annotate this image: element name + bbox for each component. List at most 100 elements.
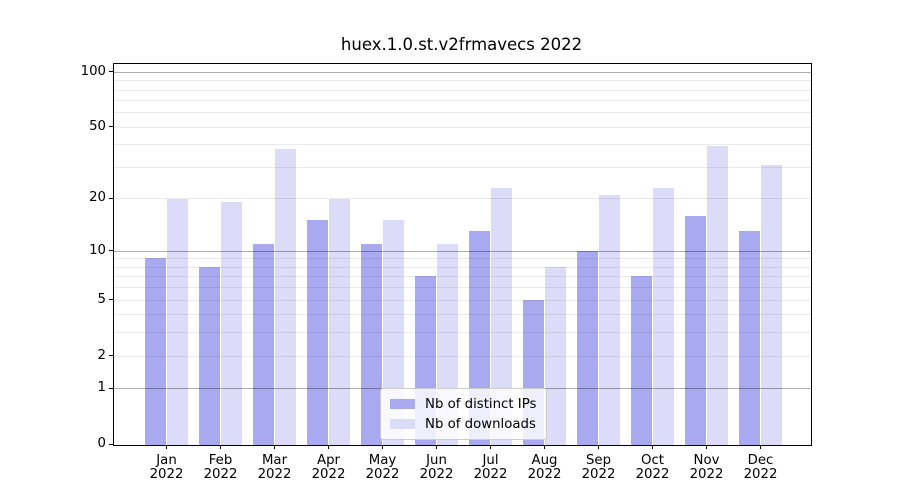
y-tick-mark — [108, 387, 113, 389]
bar-distinct-ips — [630, 276, 653, 445]
bar-downloads — [652, 187, 675, 445]
x-tick-year: 2022 — [419, 466, 454, 482]
x-tick-month: Mar — [261, 452, 288, 468]
bar-distinct-ips — [144, 258, 167, 445]
x-tick-label: Jun 2022 — [405, 452, 469, 483]
gridline-minor — [114, 167, 811, 169]
y-tick-mark — [108, 197, 113, 200]
gridline-minor — [114, 276, 811, 278]
legend-label-downloads: Nb of downloads — [425, 416, 536, 432]
legend-swatch-downloads — [390, 419, 415, 429]
plot-area: 0 1 2 5 10 20 50 100 Jan 2022 Feb 2022 Mar 2022 Apr 202… — [81, 63, 812, 482]
x-tick-month: Jun — [426, 452, 447, 468]
x-tick-year: 2022 — [581, 466, 616, 482]
y-tick-mark — [108, 443, 113, 445]
y-tick-mark — [108, 355, 113, 357]
x-tick-mark — [219, 444, 222, 449]
x-tick-month: Aug — [531, 452, 558, 468]
x-tick-year: 2022 — [473, 466, 508, 482]
x-tick-year: 2022 — [527, 466, 562, 482]
y-tick-label: 5 — [97, 291, 106, 307]
x-tick-label: May 2022 — [351, 452, 415, 483]
x-tick-mark — [543, 444, 546, 449]
x-tick-mark — [435, 444, 438, 449]
y-tick-label: 20 — [89, 190, 106, 206]
gridline-minor — [114, 100, 811, 102]
bar-distinct-ips — [198, 266, 221, 445]
x-tick-year: 2022 — [743, 466, 778, 482]
legend-item-downloads: Nb of downloads — [390, 414, 536, 434]
x-tick-year: 2022 — [257, 466, 292, 482]
x-tick-mark — [273, 444, 276, 449]
bar-downloads — [490, 187, 513, 445]
x-tick-mark — [597, 444, 600, 449]
x-tick-year: 2022 — [203, 466, 238, 482]
bar-downloads — [598, 194, 621, 445]
x-tick-month: Sep — [585, 452, 612, 468]
x-tick-year: 2022 — [365, 466, 400, 482]
gridline-minor — [114, 126, 811, 128]
x-tick-label: Apr 2022 — [297, 452, 361, 483]
grid-layer — [114, 64, 811, 445]
bar-distinct-ips — [576, 250, 599, 445]
gridline-minor — [114, 80, 811, 82]
gridline-minor — [114, 314, 811, 316]
x-tick-label: Jan 2022 — [135, 452, 199, 483]
gridline-minor — [114, 299, 811, 301]
bar-downloads — [544, 266, 567, 445]
x-tick-month: Oct — [641, 452, 664, 468]
bar-distinct-ips — [360, 243, 383, 445]
gridline-major — [114, 71, 811, 73]
x-tick-mark — [705, 444, 708, 449]
gridline-minor — [114, 198, 811, 200]
x-tick-label: Mar 2022 — [243, 452, 307, 483]
x-tick-month: Jul — [482, 452, 499, 468]
x-tick-mark — [327, 444, 330, 449]
bar-distinct-ips — [738, 231, 761, 445]
bar-downloads — [166, 198, 189, 445]
bar-downloads — [706, 146, 729, 445]
y-tick-label: 2 — [97, 347, 106, 363]
x-tick-mark — [165, 444, 168, 449]
x-tick-label: Jul 2022 — [459, 452, 523, 483]
y-tick-mark — [108, 299, 113, 301]
x-tick-month: Nov — [693, 452, 720, 468]
gridline-minor — [114, 89, 811, 91]
bar-downloads — [274, 148, 297, 445]
x-tick-month: May — [368, 452, 397, 468]
y-tick-label: 100 — [80, 63, 106, 79]
bar-downloads — [760, 164, 783, 445]
legend-swatch-distinct-ips — [390, 399, 415, 409]
bar-downloads — [328, 198, 351, 445]
gridline-minor — [114, 355, 811, 357]
x-tick-label: Dec 2022 — [729, 452, 793, 483]
x-tick-year: 2022 — [311, 466, 346, 482]
x-tick-year: 2022 — [149, 466, 184, 482]
legend-label-distinct-ips: Nb of distinct IPs — [425, 396, 537, 412]
x-tick-label: Aug 2022 — [513, 452, 577, 483]
x-tick-month: Jan — [156, 452, 177, 468]
gridline-major — [114, 250, 811, 252]
gridline-minor — [114, 287, 811, 289]
y-tick-mark — [108, 71, 113, 73]
y-tick-label: 10 — [89, 242, 106, 258]
gridline-minor — [114, 258, 811, 260]
x-tick-month: Apr — [316, 452, 340, 468]
x-tick-mark — [381, 444, 384, 449]
x-tick-month: Feb — [208, 452, 233, 468]
axis-layer: 0 1 2 5 10 20 50 100 Jan 2022 Feb 2022 Mar 2022 Apr 202… — [81, 64, 811, 482]
x-tick-mark — [489, 444, 492, 449]
x-tick-mark — [759, 444, 762, 449]
y-tick-mark — [108, 126, 113, 128]
gridline-minor — [114, 332, 811, 334]
x-tick-month: Dec — [747, 452, 774, 468]
bar-distinct-ips — [252, 243, 275, 445]
gridline-minor — [114, 144, 811, 146]
x-tick-year: 2022 — [635, 466, 670, 482]
gridline-minor — [114, 266, 811, 268]
x-tick-label: Oct 2022 — [621, 452, 685, 483]
legend: Nb of distinct IPs Nb of downloads — [380, 388, 548, 440]
chart-title: huex.1.0.st.v2frmavecs 2022 — [340, 35, 583, 54]
y-tick-mark — [108, 250, 113, 252]
